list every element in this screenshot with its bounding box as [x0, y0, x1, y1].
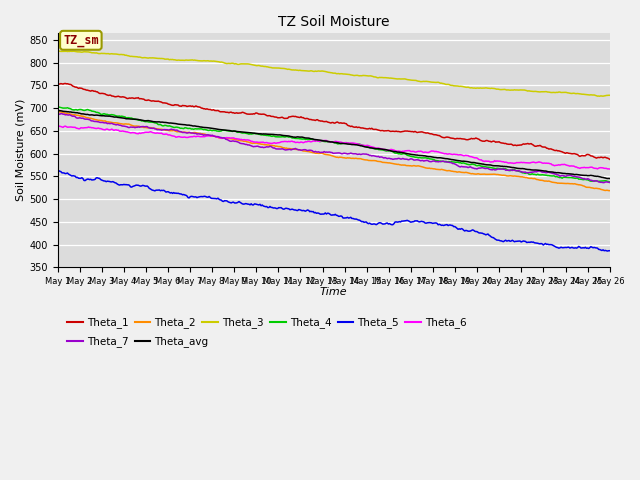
Theta_4	[506, 168, 514, 173]
Theta_7	[54, 110, 61, 116]
Theta_avg	[353, 142, 360, 148]
Legend: Theta_7, Theta_avg: Theta_7, Theta_avg	[63, 332, 212, 351]
Theta_2	[54, 109, 61, 115]
Theta_5	[606, 248, 614, 253]
Line: Theta_6: Theta_6	[58, 126, 610, 169]
Theta_4	[606, 179, 614, 185]
Theta_3	[55, 48, 63, 54]
Theta_avg	[593, 173, 600, 179]
Theta_3	[596, 93, 604, 99]
Theta_2	[55, 108, 63, 114]
Theta_5	[604, 248, 611, 254]
Theta_3	[383, 75, 391, 81]
Theta_avg	[606, 176, 614, 181]
Theta_6	[606, 166, 614, 172]
Theta_4	[319, 138, 327, 144]
Theta_3	[606, 92, 614, 98]
Theta_7	[319, 150, 327, 156]
Theta_4	[316, 139, 324, 144]
Theta_3	[594, 93, 602, 99]
Theta_7	[593, 178, 600, 184]
Theta_2	[383, 160, 391, 166]
Theta_2	[353, 156, 361, 161]
Theta_avg	[54, 108, 61, 113]
Theta_7	[506, 167, 514, 173]
Theta_1	[353, 125, 361, 131]
Line: Theta_avg: Theta_avg	[58, 110, 610, 179]
Theta_6	[54, 123, 61, 129]
Theta_2	[508, 173, 515, 179]
Theta_7	[606, 180, 614, 185]
Theta_1	[606, 156, 614, 162]
Text: TZ_sm: TZ_sm	[63, 34, 99, 47]
Line: Theta_5: Theta_5	[58, 170, 610, 251]
Theta_4	[593, 178, 600, 184]
Theta_5	[319, 211, 327, 217]
Theta_5	[506, 239, 514, 244]
Theta_5	[54, 168, 61, 173]
Theta_6	[55, 123, 63, 129]
Theta_2	[321, 151, 328, 157]
Theta_6	[321, 138, 328, 144]
Theta_6	[317, 138, 324, 144]
Theta_6	[353, 141, 361, 147]
Theta_3	[54, 48, 61, 54]
Line: Theta_2: Theta_2	[58, 111, 610, 191]
Theta_2	[606, 188, 614, 193]
Theta_7	[599, 180, 607, 185]
Theta_4	[382, 148, 390, 154]
Theta_3	[508, 87, 515, 93]
X-axis label: Time: Time	[320, 288, 348, 298]
Theta_4	[54, 104, 61, 109]
Theta_avg	[319, 138, 327, 144]
Theta_6	[508, 160, 515, 166]
Theta_1	[508, 141, 515, 147]
Theta_1	[61, 81, 69, 86]
Theta_7	[316, 149, 324, 155]
Theta_3	[317, 68, 324, 74]
Line: Theta_1: Theta_1	[58, 84, 610, 159]
Theta_3	[353, 72, 361, 78]
Y-axis label: Soil Moisture (mV): Soil Moisture (mV)	[15, 99, 25, 201]
Theta_6	[594, 166, 602, 172]
Theta_3	[321, 69, 328, 74]
Theta_1	[594, 155, 602, 160]
Title: TZ Soil Moisture: TZ Soil Moisture	[278, 15, 389, 29]
Theta_avg	[382, 147, 390, 153]
Theta_6	[383, 147, 391, 153]
Theta_1	[317, 118, 324, 124]
Line: Theta_4: Theta_4	[58, 107, 610, 182]
Theta_7	[382, 155, 390, 161]
Line: Theta_7: Theta_7	[58, 113, 610, 182]
Theta_1	[54, 81, 61, 87]
Theta_1	[321, 119, 328, 124]
Theta_5	[593, 245, 600, 251]
Theta_5	[316, 211, 324, 217]
Theta_5	[353, 216, 360, 222]
Line: Theta_3: Theta_3	[58, 51, 610, 96]
Theta_avg	[506, 164, 514, 170]
Theta_5	[382, 220, 390, 226]
Theta_7	[353, 151, 360, 157]
Theta_4	[353, 141, 360, 147]
Theta_1	[383, 128, 391, 133]
Theta_avg	[316, 137, 324, 143]
Theta_2	[317, 150, 324, 156]
Theta_2	[594, 186, 602, 192]
